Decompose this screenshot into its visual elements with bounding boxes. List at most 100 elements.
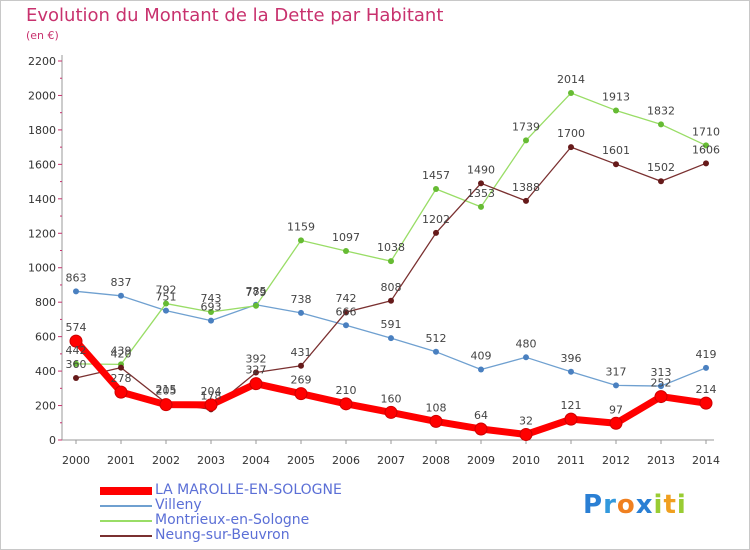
logo-letter: i	[653, 490, 664, 520]
y-tick-label: 1200	[28, 227, 56, 240]
series-point-3	[613, 161, 619, 168]
series-point-1	[118, 292, 124, 299]
line-chart: 0 200 400 600 800 1000 1200 1400 1600 1800 2000 220…	[28, 55, 720, 467]
series-point-3	[253, 369, 259, 376]
series-point-2	[388, 258, 394, 265]
series-point-0	[609, 416, 623, 430]
x-tick-label: 2006	[332, 454, 360, 467]
data-label-0: 32	[519, 414, 533, 427]
series-point-2	[208, 309, 214, 316]
y-tick-label: 0	[49, 434, 56, 447]
data-label-1: 693	[201, 301, 222, 314]
logo-letter: o	[616, 490, 636, 520]
data-label-3: 1490	[467, 163, 495, 176]
series-point-2	[703, 142, 709, 149]
data-label-1: 313	[651, 366, 672, 379]
data-label-2: 743	[201, 292, 222, 305]
series-point-0	[249, 377, 263, 391]
x-tick-label: 2007	[377, 454, 405, 467]
data-label-1: 591	[381, 318, 402, 331]
data-label-0: 269	[291, 374, 312, 387]
series-point-1	[73, 288, 79, 295]
data-label-1: 317	[606, 365, 627, 378]
series-point-0	[654, 390, 668, 404]
series-point-1	[703, 364, 709, 371]
series-point-2	[478, 203, 484, 210]
data-label-0: 327	[246, 364, 267, 377]
data-label-0: 278	[111, 372, 132, 385]
y-tick-label: 1400	[28, 193, 56, 206]
series-point-2	[163, 300, 169, 307]
x-tick-label: 2014	[692, 454, 720, 467]
data-label-2: 1038	[377, 241, 405, 254]
data-label-2: 779	[246, 286, 267, 299]
x-tick-label: 2002	[152, 454, 180, 467]
data-label-3: 1502	[647, 161, 675, 174]
x-tick-label: 2003	[197, 454, 225, 467]
x-tick-label: 2004	[242, 454, 270, 467]
x-tick-label: 2012	[602, 454, 630, 467]
legend-swatch-0	[100, 487, 152, 495]
data-label-1: 512	[426, 332, 447, 345]
x-tick-label: 2011	[557, 454, 585, 467]
y-tick-label: 600	[35, 331, 56, 344]
series-point-3	[478, 180, 484, 187]
series-point-3	[658, 178, 664, 185]
data-label-3: 360	[66, 358, 87, 371]
data-label-2: 1457	[422, 169, 450, 182]
data-label-3: 1601	[602, 144, 630, 157]
series-point-3	[433, 229, 439, 236]
series-point-0	[159, 398, 173, 412]
data-label-1: 480	[516, 337, 537, 350]
series-point-2	[73, 360, 79, 367]
legend-swatch-1	[100, 505, 152, 507]
data-label-1: 785	[246, 285, 267, 298]
series-point-2	[658, 121, 664, 128]
series-point-1	[613, 382, 619, 389]
series-point-3	[73, 374, 79, 381]
series-point-0	[384, 405, 398, 419]
legend-label-0: LA MAROLLE-EN-SOLOGNE	[155, 482, 342, 498]
series-point-2	[523, 137, 529, 144]
series-point-0	[294, 387, 308, 401]
legend-swatch-3	[100, 535, 152, 537]
data-label-3: 1388	[512, 181, 540, 194]
y-tick-label: 1800	[28, 124, 56, 137]
series-point-1	[343, 322, 349, 329]
series-point-1	[298, 309, 304, 316]
data-label-3: 392	[246, 352, 267, 365]
y-tick-label: 200	[35, 400, 56, 413]
data-label-1: 738	[291, 293, 312, 306]
data-label-3: 1202	[422, 213, 450, 226]
data-label-2: 1913	[602, 90, 630, 103]
data-label-2: 442	[66, 344, 87, 357]
data-label-0: 252	[651, 377, 672, 390]
data-label-3: 808	[381, 281, 402, 294]
y-tick-label: 2000	[28, 89, 56, 102]
series-point-3	[568, 144, 574, 151]
series-point-1	[163, 307, 169, 314]
data-label-3: 742	[336, 292, 357, 305]
x-tick-label: 2000	[62, 454, 90, 467]
data-label-3: 178	[201, 389, 222, 402]
series-point-0	[429, 414, 443, 428]
series-point-3	[703, 160, 709, 167]
series-point-0	[339, 397, 353, 411]
series-point-3	[388, 297, 394, 304]
logo-letter: x	[635, 490, 654, 520]
legend-label-1: Villeny	[155, 497, 202, 513]
series-point-0	[699, 396, 713, 410]
data-label-0: 121	[561, 399, 582, 412]
series-point-2	[568, 90, 574, 97]
x-tick-label: 2001	[107, 454, 135, 467]
data-label-0: 210	[336, 384, 357, 397]
y-tick-label: 400	[35, 365, 56, 378]
series-point-0	[114, 385, 128, 399]
x-tick-label: 2010	[512, 454, 540, 467]
data-label-0: 64	[474, 409, 488, 422]
data-label-2: 439	[111, 344, 132, 357]
data-label-1: 751	[156, 291, 177, 304]
series-point-3	[118, 364, 124, 371]
series-point-2	[613, 107, 619, 114]
series-point-0	[69, 334, 83, 348]
